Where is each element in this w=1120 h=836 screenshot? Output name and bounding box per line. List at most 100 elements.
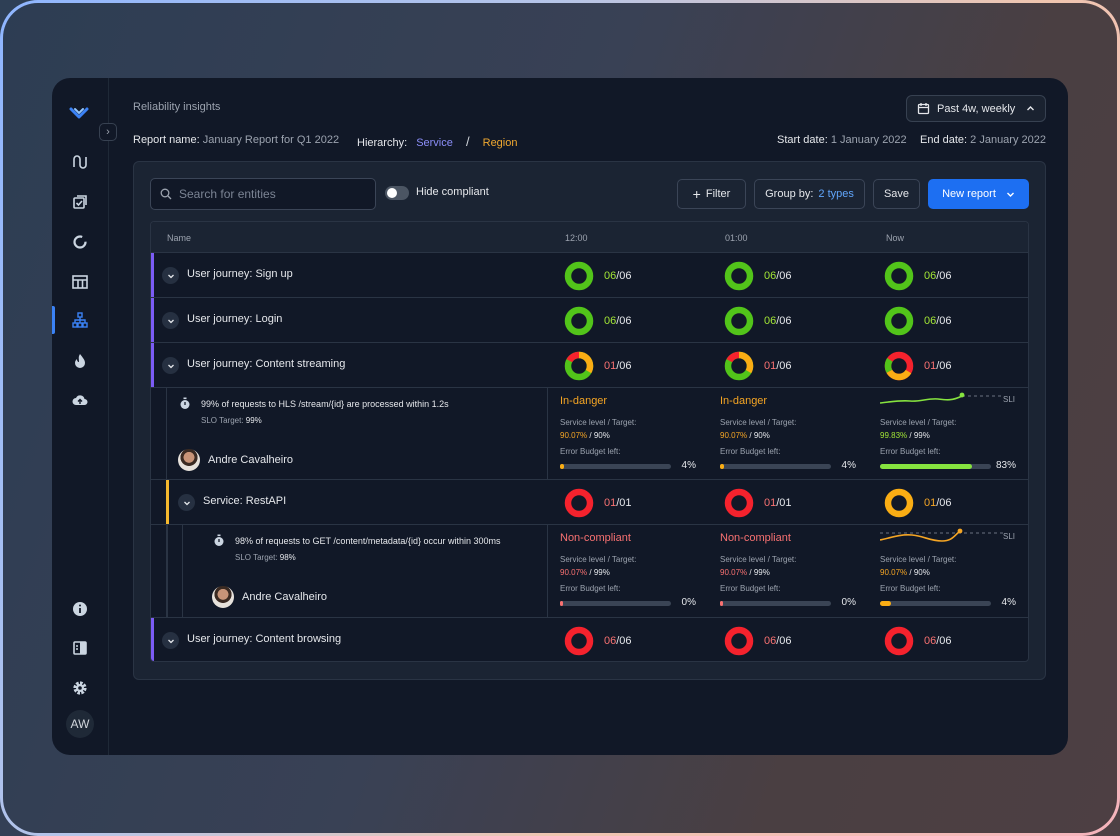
service-level: 90.07% [560, 431, 588, 440]
error-budget-label: Error Budget left: [880, 447, 941, 456]
status-cell[interactable]: 06/06 [724, 306, 792, 336]
error-budget-percent: 83% [995, 460, 1016, 471]
hierarchy: Hierarchy: Service / Region [357, 134, 517, 149]
expand-row-button[interactable] [162, 632, 179, 649]
status-cell[interactable]: 06/06 [884, 306, 952, 336]
flow-icon[interactable] [69, 151, 91, 173]
search-box[interactable] [150, 178, 376, 210]
status-cell[interactable]: 01/06 [724, 351, 792, 381]
stopwatch-icon [214, 534, 224, 546]
sli-sparkline [880, 392, 1004, 404]
table-row[interactable]: User journey: Content streaming 01/06 [151, 343, 1028, 388]
table-row[interactable]: User journey: Sign up 06/06 06/06 06/06 [151, 253, 1028, 298]
hierarchy-service-link[interactable]: Service [416, 137, 453, 149]
collapse-row-button[interactable] [178, 494, 195, 511]
new-report-button[interactable]: New report [928, 179, 1029, 209]
metric-cell[interactable]: Non-compliant Service level / Target: 90… [560, 532, 710, 612]
search-input[interactable] [179, 187, 359, 201]
total-count: /06 [616, 270, 632, 282]
filter-button[interactable]: + Filter [677, 179, 746, 209]
total-count: /06 [616, 315, 632, 327]
hierarchy-region-link[interactable]: Region [482, 137, 518, 149]
total-count: /06 [616, 635, 632, 647]
service-level-label: Service level / Target: [560, 418, 637, 427]
metric-cell[interactable]: SLI Service level / Target: 99.83% / 99%… [880, 388, 1028, 475]
hierarchy-icon[interactable] [69, 309, 91, 331]
table-icon[interactable] [69, 271, 91, 293]
donut-chart [884, 626, 914, 656]
ok-count: 06 [924, 635, 937, 647]
sidebar-expand-button[interactable]: › [99, 123, 117, 141]
table-row[interactable]: User journey: Content browsing 06/06 06/… [151, 618, 1028, 661]
service-level-value: 90.07% / 90% [880, 568, 930, 577]
chevron-down-icon [183, 501, 190, 505]
status-cell[interactable]: 06/06 [724, 261, 792, 291]
service-target: 99% [913, 431, 930, 440]
expand-row-button[interactable] [162, 312, 179, 329]
status-cell[interactable]: 01/06 [884, 488, 952, 518]
panel-icon[interactable] [69, 637, 91, 659]
error-budget-label: Error Budget left: [720, 584, 781, 593]
info-icon[interactable] [69, 598, 91, 620]
metric-cell[interactable]: Non-compliant Service level / Target: 90… [720, 532, 870, 612]
metric-cell[interactable]: In-danger Service level / Target: 90.07%… [720, 395, 870, 475]
slo-target: SLO Target: 99% [201, 416, 262, 425]
logo-icon[interactable] [69, 106, 89, 122]
service-level-value: 90.07% / 99% [560, 568, 610, 577]
checklist-icon[interactable] [69, 191, 91, 213]
service-level-value: 99.83% / 99% [880, 431, 930, 440]
error-budget-bar [720, 601, 831, 606]
status-cell[interactable]: 06/06 [884, 626, 952, 656]
app-window: AW › Reliability insights Past 4w, weekl… [52, 78, 1068, 755]
save-button[interactable]: Save [873, 179, 920, 209]
owner-name: Andre Cavalheiro [208, 454, 293, 466]
hide-compliant-toggle[interactable] [385, 186, 409, 200]
status-cell[interactable]: 06/06 [564, 626, 632, 656]
error-budget-fill [880, 464, 973, 469]
status-cell[interactable]: 06/06 [884, 261, 952, 291]
date-range-button[interactable]: Past 4w, weekly [906, 95, 1046, 122]
chevron-up-icon [1027, 106, 1034, 111]
metric-cell[interactable]: In-danger Service level / Target: 90.07%… [560, 395, 710, 475]
error-budget-bar [880, 601, 991, 606]
row-accent [151, 298, 154, 342]
status-cell[interactable]: 01/01 [564, 488, 632, 518]
error-budget-label: Error Budget left: [880, 584, 941, 593]
table-row[interactable]: Service: RestAPI 01/01 01/01 01/06 [151, 480, 1028, 525]
sli-label: SLI [1003, 532, 1016, 541]
status-cell[interactable]: 01/06 [564, 351, 632, 381]
ok-count: 01 [604, 360, 617, 372]
group-by-label: Group by: [765, 188, 814, 200]
sli-label: SLI [1003, 395, 1016, 404]
donut-chart [564, 626, 594, 656]
service-level-label: Service level / Target: [720, 555, 797, 564]
row-label: User journey: Sign up [187, 268, 293, 280]
status-cell[interactable]: 01/01 [724, 488, 792, 518]
error-budget-label: Error Budget left: [720, 447, 781, 456]
expand-row-button[interactable] [162, 267, 179, 284]
donut-chart [884, 306, 914, 336]
cloud-upload-icon[interactable] [69, 389, 91, 411]
error-budget-fill [720, 601, 723, 606]
status-cell[interactable]: 06/06 [564, 306, 632, 336]
user-avatar[interactable]: AW [66, 710, 94, 738]
chevron-down-icon [167, 364, 174, 368]
status-cell[interactable]: 06/06 [724, 626, 792, 656]
donut-icon[interactable] [69, 231, 91, 253]
fire-icon[interactable] [69, 350, 91, 372]
service-level: 99.83% [880, 431, 908, 440]
status-cell[interactable]: 06/06 [564, 261, 632, 291]
ok-count: 06 [764, 315, 777, 327]
end-date-label: End date: [920, 134, 968, 146]
collapse-row-button[interactable] [162, 357, 179, 374]
service-level-value: 90.07% / 99% [720, 568, 770, 577]
group-by-button[interactable]: Group by: 2 types [754, 179, 865, 209]
total-count: /06 [936, 360, 952, 372]
metric-cell[interactable]: SLI Service level / Target: 90.07% / 90%… [880, 525, 1028, 612]
settings-icon[interactable] [69, 677, 91, 699]
status-cell[interactable]: 01/06 [884, 351, 952, 381]
total-count: /06 [936, 497, 952, 509]
table-row[interactable]: User journey: Login 06/06 06/06 06/06 [151, 298, 1028, 343]
total-count: /06 [776, 635, 792, 647]
save-label: Save [883, 188, 910, 200]
